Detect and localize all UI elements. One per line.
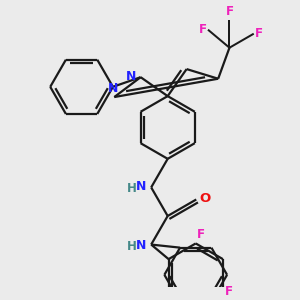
- Text: H: H: [127, 240, 137, 254]
- Text: H: H: [127, 182, 137, 195]
- Text: N: N: [136, 239, 146, 252]
- Text: F: F: [225, 285, 233, 298]
- Text: F: F: [255, 27, 263, 40]
- Text: N: N: [126, 70, 136, 83]
- Text: N: N: [136, 180, 146, 193]
- Text: F: F: [226, 5, 233, 19]
- Text: F: F: [197, 228, 205, 241]
- Text: F: F: [199, 22, 207, 36]
- Text: O: O: [199, 192, 211, 205]
- Text: N: N: [108, 82, 118, 95]
